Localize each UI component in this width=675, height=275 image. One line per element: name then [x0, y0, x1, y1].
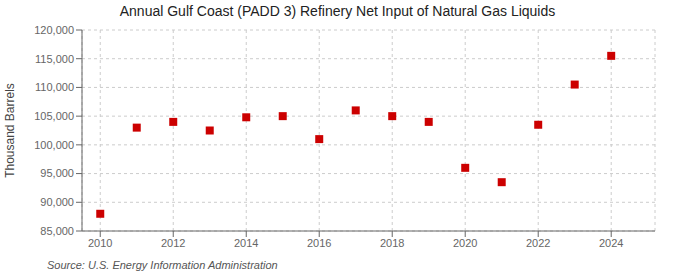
html-text:Annual Gulf Coast (PADD 3) Ref: Annual Gulf Coast (PADD 3) Refinery Net …: [119, 3, 556, 19]
svg-text:2014: 2014: [234, 237, 258, 249]
svg-text:Thousand Barrels: Thousand Barrels: [8, 83, 17, 178]
svg-text:2018: 2018: [380, 237, 404, 249]
svg-text:2016: 2016: [307, 237, 331, 249]
svg-text:95,000: 95,000: [40, 167, 74, 179]
svg-text:100,000: 100,000: [34, 139, 74, 151]
svg-text:120,000: 120,000: [34, 24, 74, 36]
svg-text:90,000: 90,000: [40, 196, 74, 208]
html-text:Source: U.S. Energy Informatio: Source: U.S. Energy Information Administ…: [47, 259, 278, 271]
svg-text:2012: 2012: [161, 237, 185, 249]
svg-text:2024: 2024: [599, 237, 623, 249]
svg-text:115,000: 115,000: [35, 53, 74, 65]
svg-text:2010: 2010: [88, 237, 112, 249]
svg-text:2022: 2022: [526, 237, 550, 249]
svg-text:85,000: 85,000: [40, 225, 74, 237]
svg-text:105,000: 105,000: [34, 110, 74, 122]
svg-text:2020: 2020: [453, 237, 477, 249]
svg-text:110,000: 110,000: [35, 81, 74, 93]
